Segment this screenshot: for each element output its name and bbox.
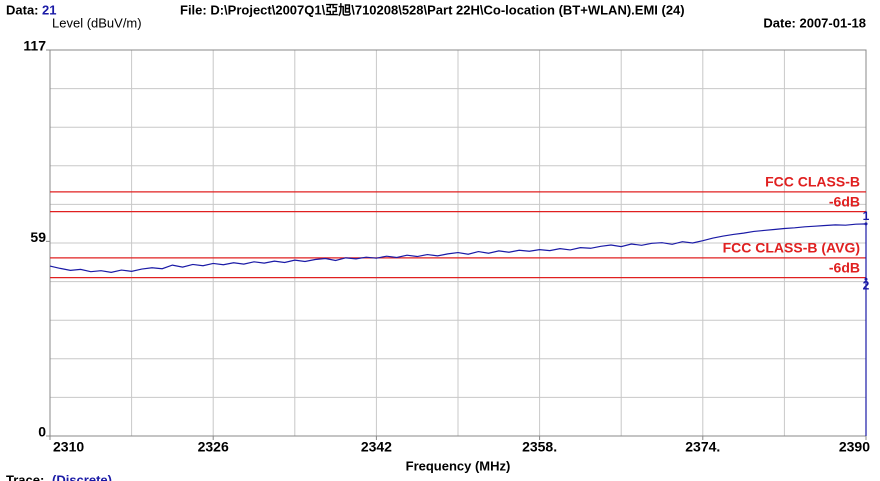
x-tick-label: 2310 — [53, 439, 84, 455]
limit-label: -6dB — [829, 259, 860, 275]
marker-point — [864, 277, 868, 281]
marker-label: 2 — [863, 278, 870, 292]
grid — [50, 50, 866, 436]
y-tick-label: 117 — [23, 38, 46, 54]
y-axis-label: Level (dBuV/m) — [52, 15, 142, 30]
x-tick-label: 2358. — [522, 439, 557, 455]
file-path: File: D:\Project\2007Q1\亞旭\710208\528\Pa… — [180, 2, 685, 17]
data-label: Data: — [6, 2, 39, 17]
trace — [49, 223, 867, 436]
date: Date: 2007-01-18 — [763, 15, 866, 30]
marker-label: 1 — [863, 209, 870, 223]
limit-label: FCC CLASS-B — [765, 174, 860, 190]
y-tick-label: 59 — [30, 229, 46, 245]
data-number: 21 — [42, 2, 56, 17]
x-tick-label: 2342 — [361, 439, 392, 455]
x-axis-label: Frequency (MHz) — [406, 458, 511, 473]
trace-value: (Discrete) — [52, 472, 112, 481]
limit-label: -6dB — [829, 193, 860, 209]
x-tick-label: 2390 — [839, 439, 870, 455]
y-tick-label: 0 — [38, 424, 46, 440]
trace-label: Trace: — [6, 472, 44, 481]
x-tick-label: 2374. — [685, 439, 720, 455]
limit-label: FCC CLASS-B (AVG) — [723, 240, 860, 256]
marker-point — [864, 222, 868, 226]
x-tick-label: 2326 — [198, 439, 229, 455]
